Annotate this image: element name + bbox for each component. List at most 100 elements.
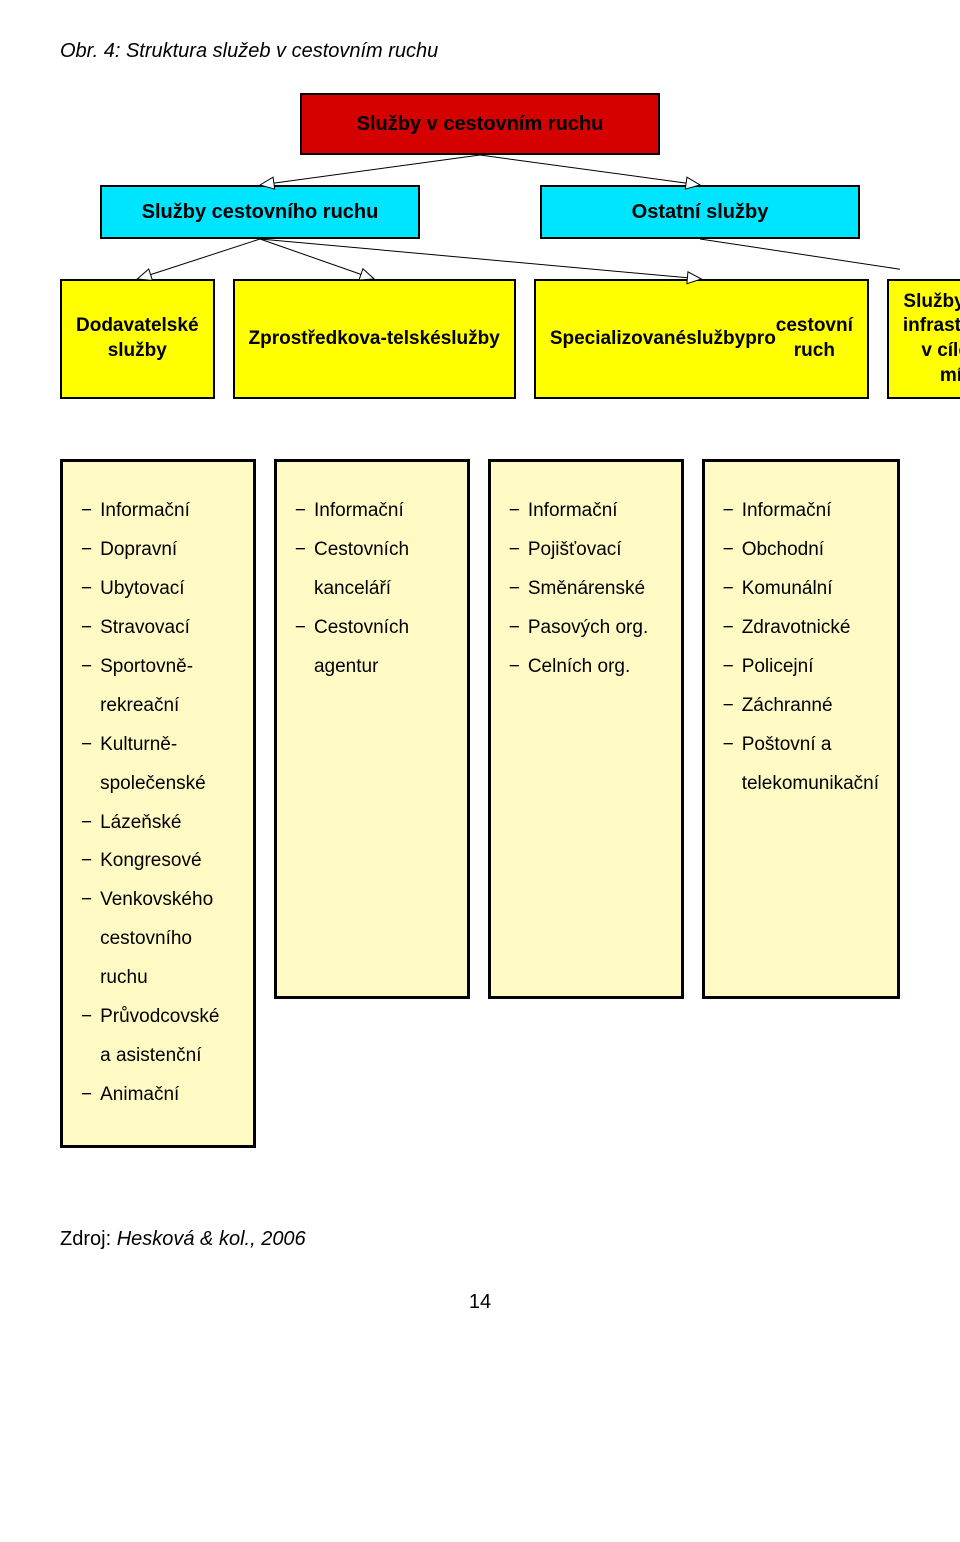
list-item: −Informační bbox=[81, 492, 235, 531]
list-item-text: Lázeňské bbox=[100, 804, 235, 843]
list-item: −Poštovní a telekomunikační bbox=[723, 726, 879, 804]
node-line: Dodavatelské služby bbox=[76, 314, 199, 363]
list-item-text: Průvodcovské a asistenční bbox=[100, 998, 235, 1076]
dash-icon: − bbox=[723, 531, 734, 570]
list-item-text: Obchodní bbox=[742, 531, 879, 570]
list-item-text: Celních org. bbox=[528, 648, 663, 687]
root-node: Služby v cestovním ruchu bbox=[300, 93, 660, 155]
list-item: −Kulturně-společenské bbox=[81, 726, 235, 804]
node-line: Specializované bbox=[550, 327, 686, 352]
list-item: −Informační bbox=[295, 492, 449, 531]
dash-icon: − bbox=[509, 492, 520, 531]
list-item-text: Animační bbox=[100, 1076, 235, 1115]
dash-icon: − bbox=[81, 998, 92, 1076]
list-item: −Kongresové bbox=[81, 842, 235, 881]
list-item-text: Směnárenské bbox=[528, 570, 663, 609]
node-line: Zprostředkova- bbox=[249, 327, 387, 352]
list-item: −Sportovně-rekreační bbox=[81, 648, 235, 726]
list-item-text: Cestovních kanceláří bbox=[314, 531, 449, 609]
list-item-text: Sportovně-rekreační bbox=[100, 648, 235, 726]
dash-icon: − bbox=[295, 531, 306, 609]
list-item: −Venkovského cestovního ruchu bbox=[81, 881, 235, 998]
list-item-text: Poštovní a telekomunikační bbox=[742, 726, 879, 804]
list-item: −Lázeňské bbox=[81, 804, 235, 843]
level3-node: Zprostředkova-telskéslužby bbox=[233, 279, 516, 399]
list-item: −Pojišťovací bbox=[509, 531, 663, 570]
list-item-text: Stravovací bbox=[100, 609, 235, 648]
list-item: −Informační bbox=[509, 492, 663, 531]
list-item-text: Pojišťovací bbox=[528, 531, 663, 570]
dash-icon: − bbox=[295, 609, 306, 687]
list-item: −Záchranné bbox=[723, 687, 879, 726]
list-item: −Průvodcovské a asistenční bbox=[81, 998, 235, 1076]
list-item: −Ubytovací bbox=[81, 570, 235, 609]
dash-icon: − bbox=[723, 726, 734, 804]
list-item-text: Informační bbox=[528, 492, 663, 531]
list-item-text: Informační bbox=[314, 492, 449, 531]
list-item: −Zdravotnické bbox=[723, 609, 879, 648]
list-box: −Informační−Dopravní−Ubytovací−Stravovac… bbox=[60, 459, 256, 1148]
dash-icon: − bbox=[81, 609, 92, 648]
list-item: −Dopravní bbox=[81, 531, 235, 570]
dash-icon: − bbox=[81, 570, 92, 609]
dash-icon: − bbox=[81, 531, 92, 570]
list-item: −Cestovních agentur bbox=[295, 609, 449, 687]
dash-icon: − bbox=[509, 648, 520, 687]
dash-icon: − bbox=[723, 570, 734, 609]
page-number: 14 bbox=[60, 1291, 900, 1314]
source-line: Zdroj: Hesková & kol., 2006 bbox=[60, 1228, 900, 1251]
node-line: Služby místní infrastruktury v cílovém m… bbox=[903, 290, 960, 389]
list-item-text: Komunální bbox=[742, 570, 879, 609]
list-item-text: Policejní bbox=[742, 648, 879, 687]
source-prefix: Zdroj: bbox=[60, 1228, 117, 1250]
list-item-text: Zdravotnické bbox=[742, 609, 879, 648]
list-item-text: Pasových org. bbox=[528, 609, 663, 648]
level2-right-node: Ostatní služby bbox=[540, 185, 860, 239]
list-item: −Policejní bbox=[723, 648, 879, 687]
list-box: −Informační−Pojišťovací−Směnárenské−Paso… bbox=[488, 459, 684, 999]
list-item: −Komunální bbox=[723, 570, 879, 609]
source-citation: Hesková & kol., 2006 bbox=[117, 1228, 306, 1250]
dash-icon: − bbox=[81, 842, 92, 881]
dash-icon: − bbox=[509, 531, 520, 570]
dash-icon: − bbox=[81, 881, 92, 998]
list-item: −Stravovací bbox=[81, 609, 235, 648]
dash-icon: − bbox=[723, 492, 734, 531]
list-item: −Informační bbox=[723, 492, 879, 531]
list-item: −Cestovních kanceláří bbox=[295, 531, 449, 609]
node-line: cestovní ruch bbox=[776, 314, 853, 363]
list-item: −Obchodní bbox=[723, 531, 879, 570]
dash-icon: − bbox=[81, 1076, 92, 1115]
dash-icon: − bbox=[723, 609, 734, 648]
list-item-text: Záchranné bbox=[742, 687, 879, 726]
dash-icon: − bbox=[81, 648, 92, 726]
node-line: pro bbox=[745, 327, 776, 352]
list-item-text: Dopravní bbox=[100, 531, 235, 570]
list-item: −Celních org. bbox=[509, 648, 663, 687]
level3-node: Specializovanéslužbyprocestovní ruch bbox=[534, 279, 869, 399]
dash-icon: − bbox=[723, 648, 734, 687]
level3-node: Služby místní infrastruktury v cílovém m… bbox=[887, 279, 960, 399]
level3-node: Dodavatelské služby bbox=[60, 279, 215, 399]
list-item-text: Kongresové bbox=[100, 842, 235, 881]
list-item-text: Informační bbox=[100, 492, 235, 531]
list-item: −Animační bbox=[81, 1076, 235, 1115]
list-item: −Směnárenské bbox=[509, 570, 663, 609]
level2-left-node: Služby cestovního ruchu bbox=[100, 185, 420, 239]
list-item-text: Kulturně-společenské bbox=[100, 726, 235, 804]
list-item-text: Venkovského cestovního ruchu bbox=[100, 881, 235, 998]
list-item-text: Ubytovací bbox=[100, 570, 235, 609]
list-item: −Pasových org. bbox=[509, 609, 663, 648]
dash-icon: − bbox=[81, 804, 92, 843]
dash-icon: − bbox=[81, 492, 92, 531]
list-item-text: Informační bbox=[742, 492, 879, 531]
dash-icon: − bbox=[509, 570, 520, 609]
list-item-text: Cestovních agentur bbox=[314, 609, 449, 687]
list-box: −Informační−Obchodní−Komunální−Zdravotni… bbox=[702, 459, 900, 999]
dash-icon: − bbox=[509, 609, 520, 648]
node-line: služby bbox=[441, 327, 500, 352]
diagram: Služby v cestovním ruchu Služby cestovní… bbox=[60, 93, 900, 1148]
node-line: služby bbox=[686, 327, 745, 352]
dash-icon: − bbox=[81, 726, 92, 804]
node-line: telské bbox=[387, 327, 441, 352]
